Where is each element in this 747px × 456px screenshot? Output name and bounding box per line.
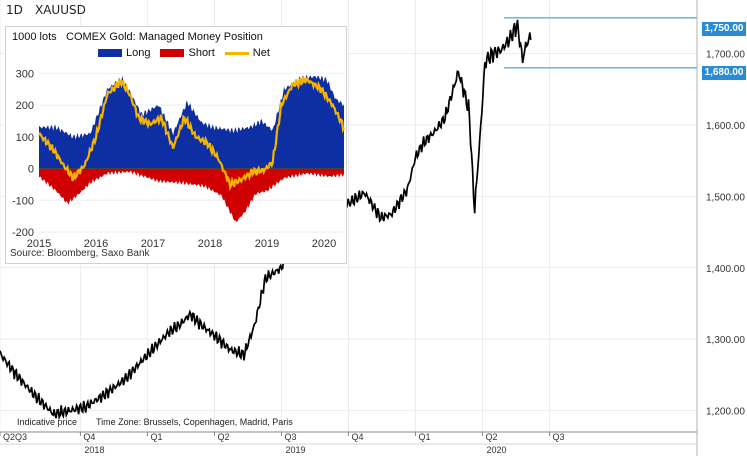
year-labels: 2018 2019 2020 <box>84 445 506 455</box>
price-line <box>0 19 532 421</box>
price-tick-label: 1,500.00 <box>706 192 745 203</box>
inset-y-tick-label: 100 <box>16 132 34 144</box>
quarter-tick-label: Q2Q3 <box>3 432 27 442</box>
price-y-ticks: 1,200.00 1,300.00 1,400.00 1,500.00 1,600.00… <box>706 50 745 418</box>
timeframe-label[interactable]: 1D <box>6 3 23 17</box>
quarter-tick-label: Q1 <box>419 432 431 442</box>
inset-y-tick-label: 0 <box>28 164 34 176</box>
price-tick-label: 1,300.00 <box>706 335 745 346</box>
inset-x-tick-label: 2018 <box>198 238 222 250</box>
net-swatch <box>224 51 249 55</box>
quarter-tick-label: Q2 <box>217 432 229 442</box>
inset-y-tick-label: 200 <box>16 100 34 112</box>
year-label: 2020 <box>487 445 507 455</box>
quarter-tick-label: Q2 <box>486 432 498 442</box>
time-zone-note: Time Zone: Brussels, Copenhagen, Madrid,… <box>96 417 293 427</box>
level-lines <box>503 17 697 69</box>
long-area <box>39 74 344 169</box>
inset-x-tick-label: 2020 <box>312 238 336 250</box>
price-tick-label: 1,600.00 <box>706 121 745 132</box>
long-swatch <box>98 49 122 57</box>
quarter-tick-label: Q4 <box>83 432 95 442</box>
legend-long: Long <box>126 47 151 59</box>
lower-level-badge: 1,680.00 <box>702 66 746 80</box>
inset-x-tick-label: 2019 <box>255 238 279 250</box>
upper-level-badge: 1,750.00 <box>702 22 746 36</box>
price-tick-label: 1,700.00 <box>706 50 745 61</box>
quarter-tick-label: Q1 <box>150 432 162 442</box>
quarter-tick-label: Q3 <box>284 432 296 442</box>
price-tick-label: 1,400.00 <box>706 264 745 275</box>
quarter-tick-label: Q4 <box>352 432 364 442</box>
inset-x-tick-label: 2016 <box>84 238 108 250</box>
inset-x-ticks: 2015 2016 2017 2018 2019 2020 <box>27 238 337 250</box>
quarter-tick-label: Q3 <box>553 432 565 442</box>
year-label: 2018 <box>84 445 104 455</box>
short-area <box>39 168 344 222</box>
price-tick-label: 1,200.00 <box>706 407 745 418</box>
inset-legend: Long Short Net <box>98 47 270 59</box>
inset-x-tick-label: 2017 <box>141 238 165 250</box>
cot-inset-panel: 1000 lots COMEX Gold: Managed Money Posi… <box>5 26 347 264</box>
indicative-price-note: Indicative price <box>17 417 78 427</box>
legend-short: Short <box>188 47 215 59</box>
inset-y-tick-label: 300 <box>16 68 34 80</box>
source-note: Source: Bloomberg, Saxo Bank <box>10 248 150 259</box>
short-swatch <box>160 49 185 57</box>
inset-y-tick-label: -200 <box>12 227 34 239</box>
quarter-ticks: Q2Q3 Q4 Q1 Q2 Q3 Q4 Q1 Q2 Q3 <box>0 432 565 442</box>
inset-x-tick-label: 2015 <box>27 238 51 250</box>
inset-y-tick-label: -100 <box>12 195 34 207</box>
net-line <box>38 75 345 192</box>
inset-title: COMEX Gold: Managed Money Position <box>66 31 263 43</box>
inset-unit-label: 1000 lots <box>12 31 57 43</box>
year-label: 2019 <box>285 445 305 455</box>
inset-y-ticks: 300 200 100 0 -100 -200 <box>12 68 34 239</box>
legend-net: Net <box>252 47 270 59</box>
symbol-label[interactable]: XAUUSD <box>35 3 86 17</box>
